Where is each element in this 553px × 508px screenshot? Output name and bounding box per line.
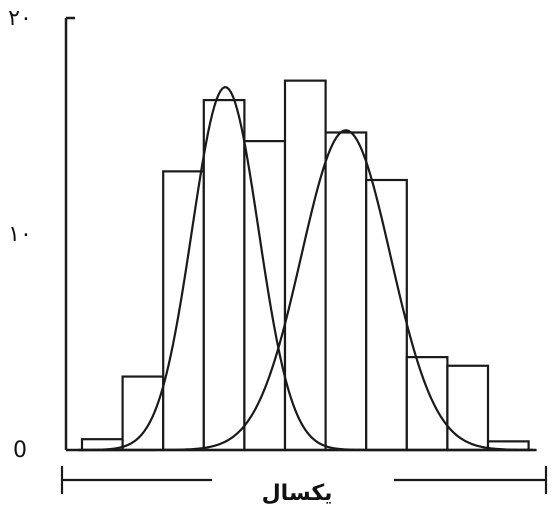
- histogram-bar: [243, 140, 287, 452]
- histogram-bar: [283, 79, 327, 452]
- histogram-bar: [324, 131, 368, 452]
- x-axis-label-group: یکسال: [60, 466, 548, 506]
- y-tick-label: 0: [13, 438, 27, 463]
- x-axis-label: یکسال: [262, 481, 333, 506]
- histogram-bar: [405, 356, 449, 452]
- y-tick-labels: 0 ۱۰ ۲۰: [8, 6, 32, 463]
- histogram-bar: [446, 364, 490, 452]
- histogram-bar: [162, 170, 205, 452]
- axes-group: [64, 16, 537, 452]
- histogram-bar: [121, 375, 165, 452]
- histogram-bar: [365, 178, 408, 452]
- bars-group: [80, 79, 530, 452]
- y-tick-label: ۱۰: [8, 222, 32, 247]
- y-tick-label: ۲۰: [8, 6, 32, 31]
- histogram-bar: [202, 98, 246, 452]
